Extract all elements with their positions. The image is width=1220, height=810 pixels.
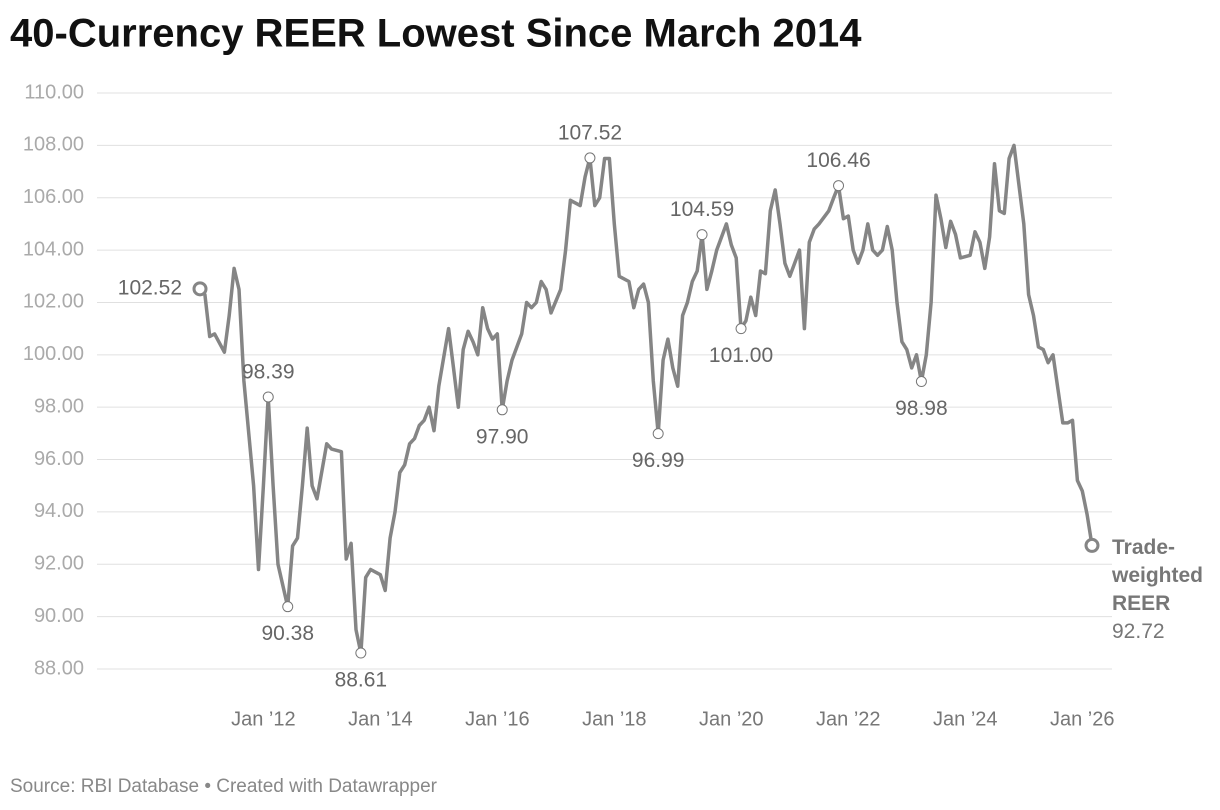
value-label: 90.38: [261, 622, 314, 645]
marker: [262, 391, 274, 403]
marker: [192, 281, 208, 297]
x-tick-label: Jan ’18: [582, 708, 647, 730]
y-tick-label: 90.00: [34, 605, 84, 627]
y-tick-label: 102.00: [23, 291, 84, 313]
value-label: 106.46: [806, 149, 870, 172]
y-tick-label: 96.00: [34, 448, 84, 470]
value-label: 102.52: [118, 276, 182, 299]
y-tick-label: 106.00: [23, 186, 84, 208]
source: Source: RBI Database • Created with Data…: [10, 776, 438, 797]
marker: [696, 229, 708, 241]
value-label: 97.90: [476, 425, 529, 448]
x-tick-label: Jan ’26: [1050, 708, 1115, 730]
x-tick-label: Jan ’20: [699, 708, 764, 730]
marker: [1084, 537, 1100, 553]
line: [198, 143, 1094, 655]
value-label: 98.39: [242, 361, 295, 384]
marker: [282, 601, 294, 613]
marker: [496, 404, 508, 416]
y-tick-label: 104.00: [23, 238, 84, 260]
value-label: 101.00: [709, 344, 773, 367]
end-label: Trade-weighted REER 92.72: [1112, 534, 1217, 646]
y-tick-label: 88.00: [34, 657, 84, 679]
marker: [915, 376, 927, 388]
marker: [833, 180, 845, 192]
marker: [652, 428, 664, 440]
value-label: 98.98: [895, 397, 948, 420]
x-tick-label: Jan ’12: [231, 708, 296, 730]
marker: [735, 323, 747, 335]
y-tick-label: 110.00: [24, 81, 84, 103]
value-label: 96.99: [632, 449, 685, 472]
y-tick-label: 100.00: [23, 343, 84, 365]
chart-title: 40-Currency REER Lowest Since March 2014: [10, 12, 862, 56]
x-tick-label: Jan ’16: [465, 708, 530, 730]
value-label: 104.59: [670, 198, 734, 221]
y-tick-label: 108.00: [23, 134, 84, 156]
x-tick-label: Jan ’24: [933, 708, 998, 730]
value-label: 88.61: [335, 669, 388, 692]
y-tick-label: 94.00: [34, 500, 84, 522]
value-label: 92.72: [1112, 620, 1165, 643]
x-tick-label: Jan ’14: [348, 708, 413, 730]
marker: [584, 152, 596, 164]
series-label: Trade-weighted REER: [1112, 536, 1204, 615]
y-tick-label: 98.00: [34, 395, 84, 417]
value-label: 107.52: [558, 121, 622, 144]
x-tick-label: Jan ’22: [816, 708, 881, 730]
y-tick-label: 92.00: [34, 553, 84, 575]
marker: [355, 647, 367, 659]
